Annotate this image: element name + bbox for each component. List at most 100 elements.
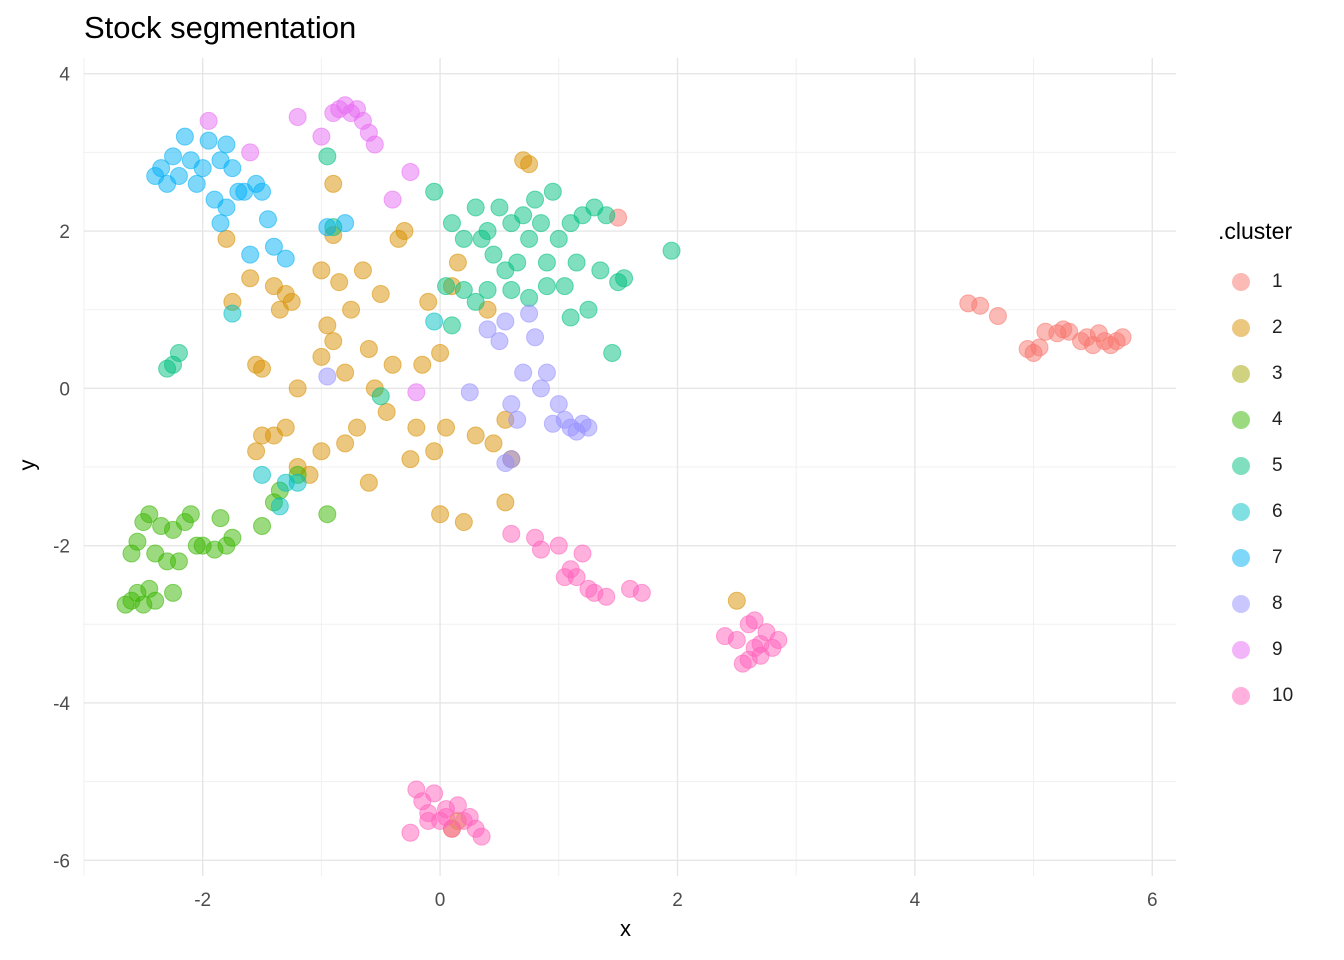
legend-swatch (1232, 641, 1250, 659)
legend-label: 6 (1272, 501, 1283, 522)
data-point-cluster-5 (537, 277, 556, 296)
data-point-cluster-10 (727, 631, 746, 650)
data-point-cluster-5 (371, 387, 390, 406)
data-point-cluster-2 (282, 292, 301, 311)
data-point-cluster-2 (520, 155, 539, 174)
data-point-cluster-10 (401, 823, 420, 842)
data-point-cluster-2 (431, 343, 450, 362)
data-point-cluster-1 (1060, 322, 1079, 341)
data-points (116, 96, 1132, 846)
legend-item-4: 4 (1218, 397, 1293, 443)
data-point-cluster-10 (502, 524, 521, 543)
data-point-cluster-4 (128, 532, 147, 551)
data-point-cluster-2 (241, 269, 260, 288)
data-point-cluster-2 (324, 174, 343, 193)
data-point-cluster-10 (472, 827, 491, 846)
data-point-cluster-4 (253, 516, 272, 535)
data-point-cluster-2 (312, 261, 331, 280)
y-tick-label: 0 (59, 379, 70, 400)
legend-item-2: 2 (1218, 305, 1293, 351)
data-point-cluster-5 (520, 229, 539, 248)
data-point-cluster-10 (632, 583, 651, 602)
data-point-cluster-7 (264, 237, 283, 256)
y-tick-label: 4 (59, 65, 70, 86)
data-point-cluster-5 (526, 190, 545, 209)
data-point-cluster-2 (371, 284, 390, 303)
data-point-cluster-9 (199, 111, 218, 130)
legend-item-7: 7 (1218, 535, 1293, 581)
data-point-cluster-10 (425, 784, 444, 803)
legend-item-6: 6 (1218, 489, 1293, 535)
data-point-cluster-8 (502, 450, 521, 469)
data-point-cluster-8 (478, 320, 497, 339)
data-point-cluster-7 (187, 174, 206, 193)
legend-items: 1 2 3 4 5 6 7 8 9 10 (1218, 259, 1293, 719)
data-point-cluster-5 (454, 281, 473, 300)
data-point-cluster-4 (164, 583, 183, 602)
data-point-cluster-9 (312, 127, 331, 146)
data-point-cluster-8 (520, 304, 539, 323)
data-point-cluster-6 (425, 312, 444, 331)
data-point-cluster-6 (223, 304, 242, 323)
data-point-cluster-8 (537, 363, 556, 382)
data-point-cluster-5 (520, 288, 539, 307)
data-point-cluster-1 (1113, 328, 1132, 347)
x-axis-title: x (620, 916, 631, 941)
data-point-cluster-10 (437, 808, 456, 827)
data-point-cluster-8 (502, 395, 521, 414)
data-point-cluster-7 (241, 245, 260, 264)
data-point-cluster-10 (448, 796, 467, 815)
data-point-cluster-2 (318, 316, 337, 335)
data-point-cluster-2 (448, 253, 467, 272)
data-point-cluster-2 (324, 332, 343, 351)
data-point-cluster-5 (437, 277, 456, 296)
legend-swatch (1232, 595, 1250, 613)
legend-swatch (1232, 549, 1250, 567)
legend-label: 4 (1272, 409, 1283, 430)
data-point-cluster-2 (437, 418, 456, 437)
legend-item-1: 1 (1218, 259, 1293, 305)
legend-label: 7 (1272, 547, 1283, 568)
data-point-cluster-9 (383, 190, 402, 209)
legend-label: 8 (1272, 593, 1283, 614)
data-point-cluster-2 (419, 292, 438, 311)
data-point-cluster-8 (460, 383, 479, 402)
data-point-cluster-2 (342, 300, 361, 319)
data-point-cluster-4 (223, 528, 242, 547)
data-point-cluster-10 (549, 536, 568, 555)
data-point-cluster-9 (407, 383, 426, 402)
legend-label: 3 (1272, 363, 1283, 384)
data-point-cluster-5 (442, 214, 461, 233)
data-point-cluster-7 (223, 159, 242, 178)
data-point-cluster-7 (318, 218, 337, 237)
x-tick-label: 4 (910, 890, 921, 911)
data-point-cluster-2 (348, 418, 366, 437)
data-point-cluster-10 (419, 811, 438, 830)
x-tick-label: 0 (435, 890, 446, 911)
data-point-cluster-2 (484, 434, 503, 453)
legend-label: 5 (1272, 455, 1283, 476)
data-point-cluster-4 (169, 552, 188, 571)
data-point-cluster-5 (169, 343, 188, 362)
data-point-cluster-5 (454, 229, 473, 248)
data-point-cluster-5 (662, 241, 681, 260)
legend-swatch (1232, 319, 1250, 337)
legend-item-8: 8 (1218, 581, 1293, 627)
data-point-cluster-5 (537, 253, 556, 272)
data-point-cluster-8 (531, 379, 550, 398)
y-tick-label: -4 (53, 694, 70, 715)
data-point-cluster-5 (466, 198, 485, 217)
data-point-cluster-6 (270, 497, 289, 516)
data-point-cluster-5 (442, 316, 461, 335)
data-point-cluster-7 (211, 214, 230, 233)
data-point-cluster-4 (181, 505, 200, 524)
data-point-cluster-5 (502, 281, 521, 300)
data-point-cluster-5 (561, 308, 580, 327)
legend-swatch (1232, 457, 1250, 475)
data-point-cluster-5 (555, 277, 574, 296)
data-point-cluster-7 (193, 159, 212, 178)
legend-label: 9 (1272, 639, 1283, 660)
data-point-cluster-7 (336, 214, 355, 233)
data-point-cluster-8 (549, 395, 568, 414)
